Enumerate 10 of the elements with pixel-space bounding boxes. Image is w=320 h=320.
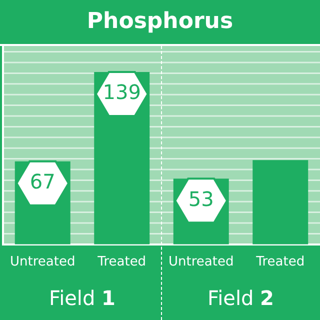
x-tick-label: Untreated [10, 254, 76, 270]
x-tick-label: Untreated [168, 254, 234, 270]
data-label: 139 [102, 80, 141, 104]
x-tick-label: Treated [96, 254, 146, 270]
x-tick-label: Treated [255, 254, 305, 270]
data-label: 53 [188, 186, 214, 211]
data-label: 67 [30, 170, 56, 194]
text: Field 1 [49, 286, 116, 310]
chart-title: Phosphorus [0, 0, 320, 46]
text: Field 2 [208, 286, 274, 310]
